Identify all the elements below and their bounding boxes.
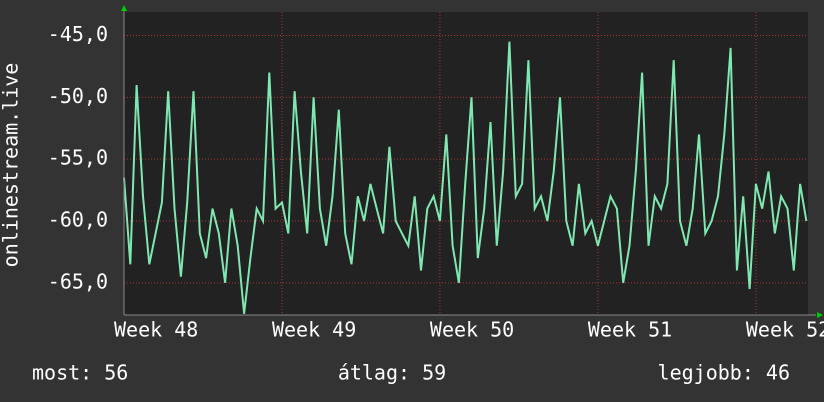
x-tick-label: Week 49	[272, 318, 356, 342]
y-tick-label: -50,0	[48, 84, 108, 108]
x-tick-label: Week 48	[114, 318, 198, 342]
x-tick-label: Week 52	[746, 318, 824, 342]
stat-current: most: 56	[32, 361, 128, 385]
y-tick-label: -55,0	[48, 146, 108, 170]
axis-arrow	[121, 5, 127, 11]
y-tick-label: -65,0	[48, 269, 108, 293]
y-tick-label: -45,0	[48, 22, 108, 46]
stat-average: átlag: 59	[338, 361, 446, 385]
y-tick-label: -60,0	[48, 208, 108, 232]
stat-best: legjobb: 46	[658, 361, 790, 385]
x-tick-label: Week 50	[430, 318, 514, 342]
y-axis-label: onlinestream.live	[0, 63, 23, 268]
x-tick-label: Week 51	[588, 318, 672, 342]
axis-arrow	[817, 312, 823, 318]
data-line	[123, 41, 808, 314]
